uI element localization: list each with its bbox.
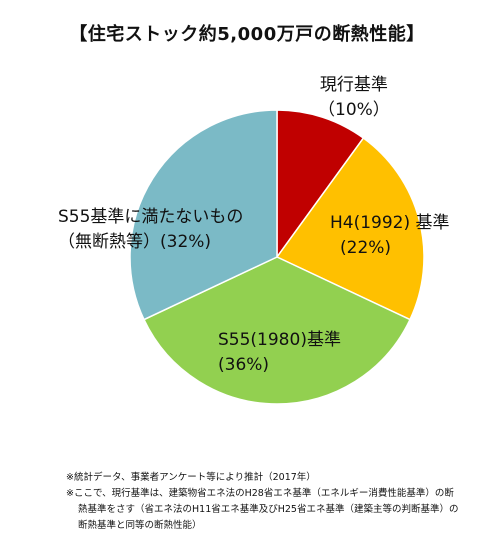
slice-label-3-name: S55基準に満たないもの: [58, 207, 244, 227]
slice-label-3-pct: （無断熱等）(32%): [58, 232, 212, 252]
pie-slice-3: [129, 109, 278, 321]
slice-label-2: S55(1980)基準 (36%): [218, 328, 341, 378]
slice-label-2-pct: (36%): [218, 355, 270, 375]
slice-label-1: H4(1992) 基準 (22%): [330, 211, 450, 261]
slice-label-1-name: H4(1992) 基準: [330, 213, 450, 233]
pie-slice-0: [276, 109, 365, 260]
footnote-2: 熱基準をさす（省エネ法のH11省エネ基準及びH25省エネ基準（建築主等の判断基準…: [78, 504, 459, 515]
slice-label-0: 現行基準 （10%）: [318, 73, 390, 123]
slice-label-2-name: S55(1980)基準: [218, 330, 341, 350]
slice-label-3: S55基準に満たないもの （無断熱等）(32%): [58, 205, 243, 255]
footnote-3: 断熱基準と同等の断熱性能）: [78, 520, 202, 531]
footnotes: ※統計データ、事業者アンケート等により推計（2017年） ※ここで、現行基準は、…: [66, 470, 486, 534]
footnote-1: ※ここで、現行基準は、建築物省エネ法のH28省エネ基準（エネルギー消費性能基準）…: [66, 488, 454, 499]
slice-label-1-pct: (22%): [340, 238, 392, 258]
slice-label-0-pct: （10%）: [318, 100, 390, 120]
slice-label-0-name: 現行基準: [319, 75, 388, 95]
footnote-0: ※統計データ、事業者アンケート等により推計（2017年）: [66, 472, 316, 483]
pie-slice-2: [142, 256, 412, 405]
chart-title: 【住宅ストック約5,000万戸の断熱性能】: [69, 24, 425, 45]
